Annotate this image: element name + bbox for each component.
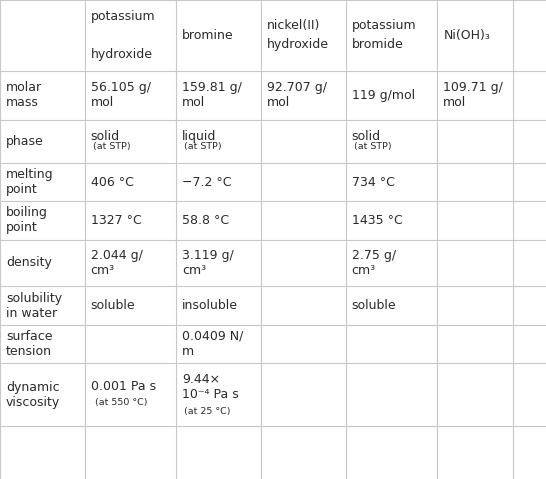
Text: solid: solid: [91, 130, 120, 144]
Text: 109.71 g/
mol: 109.71 g/ mol: [443, 81, 503, 109]
Text: (at STP): (at STP): [185, 142, 222, 151]
Text: nickel(II)
hydroxide: nickel(II) hydroxide: [267, 20, 329, 51]
Text: 2.75 g/
cm³: 2.75 g/ cm³: [352, 249, 396, 277]
Text: 56.105 g/
mol: 56.105 g/ mol: [91, 81, 151, 109]
Text: soluble: soluble: [91, 299, 135, 312]
Text: dynamic
viscosity: dynamic viscosity: [6, 381, 60, 409]
Text: (at STP): (at STP): [93, 142, 130, 151]
Text: (at 550 °C): (at 550 °C): [94, 398, 147, 407]
Text: 1435 °C: 1435 °C: [352, 214, 402, 227]
Text: potassium
bromide: potassium bromide: [352, 20, 416, 51]
Text: liquid: liquid: [182, 130, 217, 144]
Text: Ni(OH)₃: Ni(OH)₃: [443, 29, 490, 42]
Text: phase: phase: [6, 135, 44, 148]
Text: solid: solid: [352, 130, 381, 144]
Text: bromine: bromine: [182, 29, 234, 42]
Text: 159.81 g/
mol: 159.81 g/ mol: [182, 81, 242, 109]
Text: 58.8 °C: 58.8 °C: [182, 214, 229, 227]
Text: density: density: [6, 256, 52, 270]
Text: (at STP): (at STP): [354, 142, 391, 151]
Text: 406 °C: 406 °C: [91, 175, 134, 189]
Text: potassium
 
hydroxide: potassium hydroxide: [91, 10, 155, 61]
Text: 92.707 g/
mol: 92.707 g/ mol: [267, 81, 327, 109]
Text: 119 g/mol: 119 g/mol: [352, 89, 415, 102]
Text: insoluble: insoluble: [182, 299, 239, 312]
Text: solubility
in water: solubility in water: [6, 292, 62, 319]
Text: −7.2 °C: −7.2 °C: [182, 175, 232, 189]
Text: 0.001 Pa s: 0.001 Pa s: [91, 380, 156, 393]
Text: 2.044 g/
cm³: 2.044 g/ cm³: [91, 249, 143, 277]
Text: (at 25 °C): (at 25 °C): [185, 407, 231, 416]
Text: 734 °C: 734 °C: [352, 175, 395, 189]
Text: 9.44×: 9.44×: [182, 373, 221, 386]
Text: boiling
point: boiling point: [6, 206, 48, 234]
Text: 10⁻⁴ Pa s: 10⁻⁴ Pa s: [182, 388, 239, 401]
Text: 3.119 g/
cm³: 3.119 g/ cm³: [182, 249, 234, 277]
Text: 0.0409 N/
m: 0.0409 N/ m: [182, 330, 244, 358]
Text: soluble: soluble: [352, 299, 396, 312]
Text: surface
tension: surface tension: [6, 330, 52, 358]
Text: 1327 °C: 1327 °C: [91, 214, 141, 227]
Text: molar
mass: molar mass: [6, 81, 42, 109]
Text: melting
point: melting point: [6, 168, 54, 196]
